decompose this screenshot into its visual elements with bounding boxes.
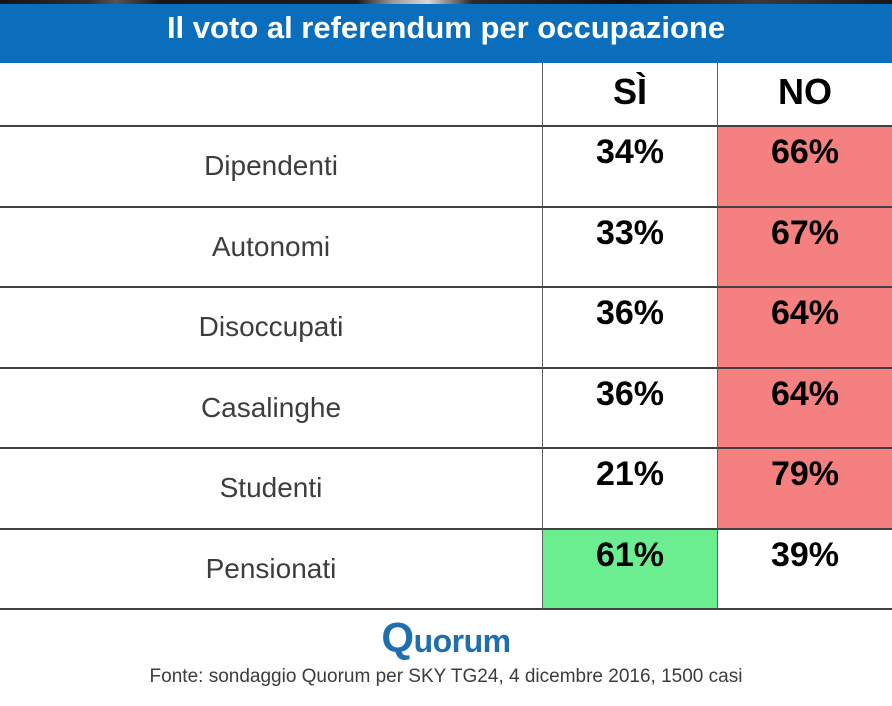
corner-empty-cell — [0, 63, 542, 127]
row-label-pensionati: Pensionati — [0, 529, 542, 610]
no-value-pensionati: 39% — [718, 529, 892, 610]
si-value-autonomi: 33% — [542, 207, 718, 288]
no-value-dipendenti: 66% — [718, 127, 892, 208]
source-caption: Fonte: sondaggio Quorum per SKY TG24, 4 … — [149, 666, 743, 687]
quorum-logo-q: Q — [381, 614, 414, 661]
si-value-disoccupati: 36% — [542, 288, 718, 369]
no-value-disoccupati: 64% — [718, 288, 892, 369]
si-value-pensionati: 61% — [542, 529, 718, 610]
results-table: SÌ NO Dipendenti 34% 66% Autonomi 33% 67… — [0, 63, 892, 610]
quorum-logo-text: uorum — [413, 623, 512, 659]
column-header-si: SÌ — [542, 63, 718, 127]
si-value-studenti: 21% — [542, 449, 718, 530]
row-label-casalinghe: Casalinghe — [0, 368, 542, 449]
top-edge-artifact — [0, 0, 892, 4]
no-value-casalinghe: 64% — [718, 368, 892, 449]
row-label-disoccupati: Disoccupati — [0, 288, 542, 369]
row-label-studenti: Studenti — [0, 449, 542, 530]
no-value-studenti: 79% — [718, 449, 892, 530]
si-value-casalinghe: 36% — [542, 368, 718, 449]
page-title: Il voto al referendum per occupazione — [166, 10, 726, 45]
si-value-dipendenti: 34% — [542, 127, 718, 208]
no-value-autonomi: 67% — [718, 207, 892, 288]
title-bar: Il voto al referendum per occupazione — [0, 4, 892, 63]
row-label-autonomi: Autonomi — [0, 207, 542, 288]
row-label-dipendenti: Dipendenti — [0, 127, 542, 208]
column-header-no: NO — [718, 63, 892, 127]
